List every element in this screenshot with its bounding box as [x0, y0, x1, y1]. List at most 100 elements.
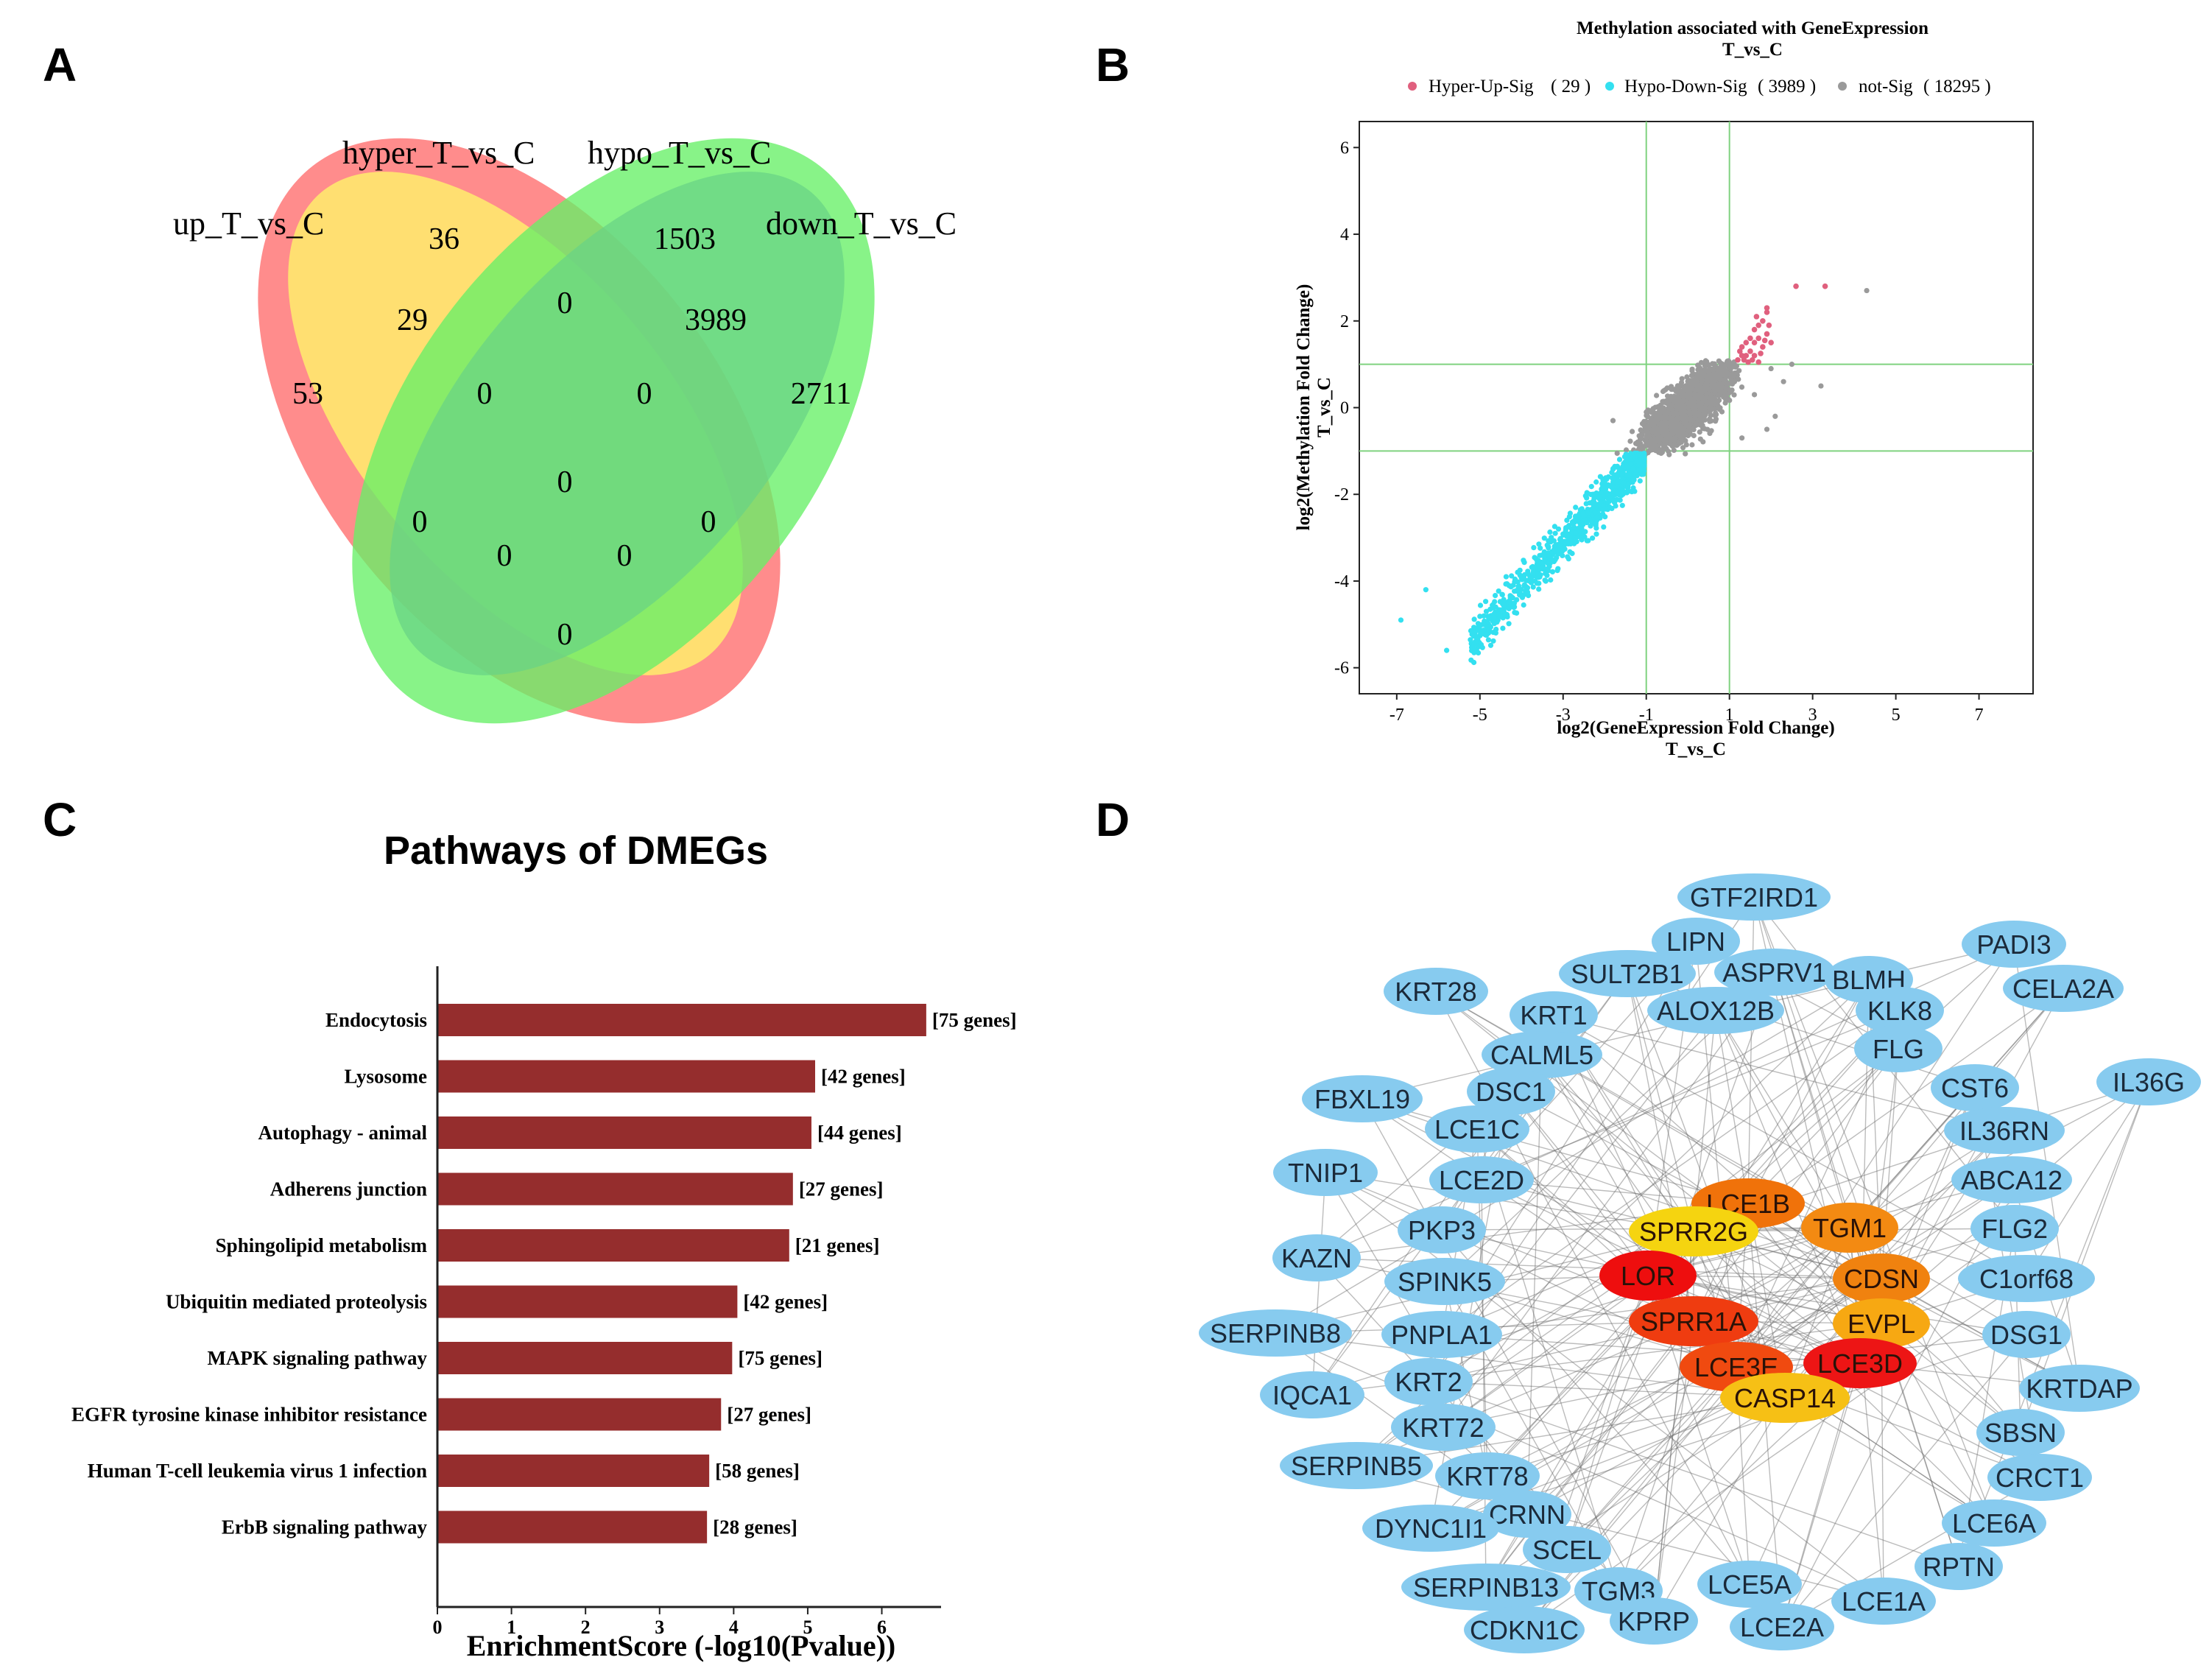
point-not-sig [1675, 396, 1682, 402]
point-not-sig [1694, 387, 1700, 393]
network-node: IQCA1 [1260, 1371, 1364, 1418]
point-hypo-down [1590, 535, 1596, 541]
point-hypo-down [1545, 560, 1551, 566]
point-hyper-up [1755, 359, 1762, 365]
network-node-label: PKP3 [1408, 1215, 1476, 1245]
network-node: CRCT1 [1987, 1454, 2092, 1501]
point-hypo-down [1560, 532, 1566, 538]
point-hypo-down [1503, 574, 1509, 580]
point-not-sig [1678, 439, 1684, 446]
point-not-sig [1713, 387, 1719, 393]
network-edge [1849, 1087, 1976, 1228]
network-node: KRT2 [1384, 1358, 1473, 1405]
point-hyper-up [1751, 340, 1758, 346]
point-not-sig [1699, 385, 1705, 391]
point-not-sig [1689, 366, 1695, 372]
point-not-sig [1645, 440, 1651, 446]
network-node: SERPINB5 [1280, 1442, 1433, 1489]
network-node-shape [1944, 1107, 2065, 1154]
network-edge [1693, 1081, 2149, 1322]
network-node-shape [1697, 1561, 1802, 1608]
point-not-sig [1708, 393, 1714, 398]
network-node-shape [1199, 1309, 1352, 1357]
network-node-shape [1398, 1206, 1486, 1253]
network-hub-label: CASP14 [1734, 1383, 1836, 1413]
bar-row: Adherens junction [27 genes] [270, 1172, 884, 1206]
y-tick-label: 2 [1340, 312, 1349, 331]
point-hypo-down [1557, 542, 1563, 549]
point-hypo-down [1536, 586, 1542, 592]
network-edge [1653, 1231, 1694, 1622]
network-node-shape [1362, 1505, 1499, 1552]
bar-value-label: [44 genes] [817, 1122, 902, 1144]
network-node: DSC1 [1467, 1068, 1555, 1115]
point-hyper-up [1739, 353, 1745, 359]
point-hypo-down [1501, 602, 1507, 608]
network-node: CRNN [1483, 1491, 1571, 1538]
point-hypo-down [1551, 538, 1557, 544]
network-node: CALML5 [1482, 1031, 1602, 1078]
network-edge [2026, 1081, 2149, 1279]
network-node-label: KRT72 [1402, 1413, 1484, 1443]
network-node-shape [1523, 1526, 1611, 1573]
point-not-sig [1662, 432, 1669, 438]
point-not-sig [1645, 414, 1651, 420]
network-node-shape [1280, 1442, 1433, 1489]
venn-value-up-down: 0 [557, 618, 573, 652]
network-edge [1443, 1275, 1649, 1428]
network-node-label: SULT2B1 [1571, 959, 1683, 989]
point-hypo-down [1579, 536, 1585, 542]
network-edge [1526, 1054, 1543, 1515]
network-node: IL36G [2096, 1058, 2201, 1105]
point-hypo-down [1499, 591, 1505, 597]
network-node-shape [1647, 987, 1784, 1034]
legend-count-not-sig: ( 18295 ) [1923, 77, 1991, 96]
point-not-sig [1708, 428, 1714, 434]
network-node-label: LCE5A [1708, 1569, 1792, 1600]
point-hypo-down [1497, 613, 1503, 619]
network-edge [1627, 973, 1786, 1399]
network-edge [1275, 979, 1870, 1334]
point-hyper-up [1793, 283, 1799, 289]
venn-set-label-hypo: hypo_T_vs_C [588, 135, 771, 171]
point-hypo-down [1598, 490, 1604, 496]
network-hub-label: SPRR1A [1641, 1307, 1747, 1337]
network-edge [1715, 1010, 1749, 1204]
network-node-shape [1831, 1578, 1936, 1625]
network-edge [1428, 896, 1755, 1382]
network-hub-node: SPRR1A [1629, 1296, 1758, 1346]
point-hypo-down [1590, 499, 1596, 504]
network-node-label: KRT28 [1395, 977, 1476, 1007]
bar-value-label: [75 genes] [738, 1347, 823, 1369]
point-not-sig [1708, 406, 1714, 412]
point-not-sig [1722, 400, 1728, 406]
point-hypo-down [1579, 526, 1585, 532]
network-node-label: SPINK5 [1398, 1267, 1492, 1297]
network-edge [1781, 1179, 2012, 1628]
point-not-sig [1663, 414, 1669, 420]
point-hypo-down [1468, 627, 1474, 634]
point-hypo-down [1548, 577, 1554, 583]
point-hypo-down [1398, 617, 1404, 623]
point-hypo-down [1492, 599, 1498, 605]
point-not-sig [1684, 391, 1691, 397]
point-hypo-down [1600, 511, 1606, 517]
network-node-label: SERPINB8 [1210, 1318, 1341, 1348]
network-node-shape [1273, 1149, 1378, 1196]
venn-value-up-hyper-hypo: 0 [477, 377, 493, 411]
scatter-title: Methylation associated with GeneExpressi… [1577, 18, 1929, 38]
point-not-sig [1697, 393, 1703, 399]
point-not-sig [1694, 373, 1700, 379]
x-tick-label: 3 [1808, 706, 1817, 725]
bar-x-ticks: 0 1 2 3 4 5 6 [433, 1607, 887, 1638]
point-not-sig [1670, 431, 1676, 437]
point-hypo-down [1471, 650, 1477, 655]
network-node: C1orf68 [1958, 1255, 2095, 1302]
bar-x-tick-label: 0 [433, 1617, 443, 1638]
point-not-sig [1702, 358, 1708, 364]
network-hub-node: CASP14 [1720, 1373, 1850, 1423]
network-node: GTF2IRD1 [1677, 873, 1831, 921]
bar-category-label: MAPK signaling pathway [207, 1347, 427, 1369]
point-hypo-down [1535, 558, 1541, 563]
